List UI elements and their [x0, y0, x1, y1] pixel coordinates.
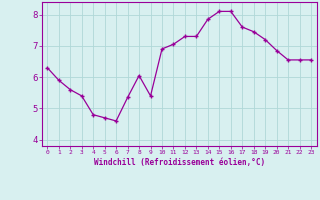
X-axis label: Windchill (Refroidissement éolien,°C): Windchill (Refroidissement éolien,°C) [94, 158, 265, 167]
